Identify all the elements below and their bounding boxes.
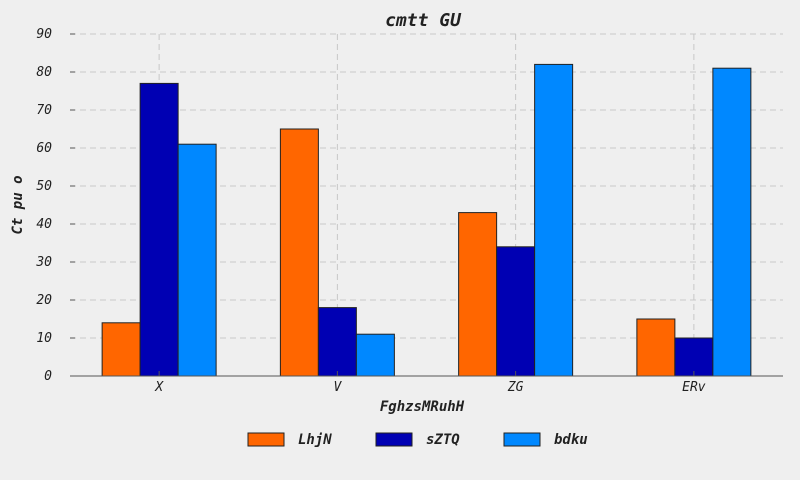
y-tick-label: 50 xyxy=(36,179,52,194)
chart-title: cmtt GU xyxy=(385,10,462,31)
grid-lines xyxy=(70,33,783,376)
y-tick-label: 0 xyxy=(44,369,52,384)
y-tick-label: 30 xyxy=(35,255,52,270)
legend-swatch-LhjN xyxy=(247,432,285,447)
y-axis-label: Ct pu o xyxy=(10,175,26,234)
y-tick-label: 90 xyxy=(36,27,52,42)
x-axis-label: FghzsMRuhH xyxy=(380,399,465,415)
legend-label-bdku: bdku xyxy=(554,432,588,448)
bar-bdku-ERv xyxy=(712,67,752,377)
bar-sZTQ-ZG xyxy=(496,246,536,377)
legend-label-sZTQ: sZTQ xyxy=(426,432,460,448)
legend: LhjN sZTQ bdku xyxy=(247,432,588,448)
x-tick-label: ZG xyxy=(507,380,524,395)
bar-sZTQ-ERv xyxy=(674,337,714,377)
bar-sZTQ-X xyxy=(139,82,179,377)
legend-label-LhjN: LhjN xyxy=(298,432,332,448)
bar-LhjN-ERv xyxy=(636,318,676,377)
bars xyxy=(101,63,752,377)
legend-swatch-bdku xyxy=(503,432,541,447)
y-tick-label: 10 xyxy=(36,331,52,346)
x-tick-label: V xyxy=(333,380,342,395)
x-tick-label: X xyxy=(154,380,164,395)
bar-sZTQ-V xyxy=(317,307,357,377)
bar-LhjN-V xyxy=(279,128,319,377)
bar-LhjN-X xyxy=(101,322,141,377)
bar-LhjN-ZG xyxy=(458,212,498,377)
y-tick-label: 80 xyxy=(36,65,52,80)
axes: 0 10 20 30 40 50 60 70 80 90 X V ZG ERv xyxy=(35,27,783,395)
y-tick-label: 70 xyxy=(36,103,52,118)
bar-bdku-V xyxy=(355,333,395,377)
y-tick-label: 40 xyxy=(36,217,52,232)
y-tick-label: 20 xyxy=(36,293,52,308)
legend-swatch-sZTQ xyxy=(375,432,413,447)
bar-bdku-X xyxy=(177,143,217,377)
y-tick-label: 60 xyxy=(36,141,52,156)
x-tick-label: ERv xyxy=(682,380,706,395)
bar-bdku-ZG xyxy=(534,63,574,377)
